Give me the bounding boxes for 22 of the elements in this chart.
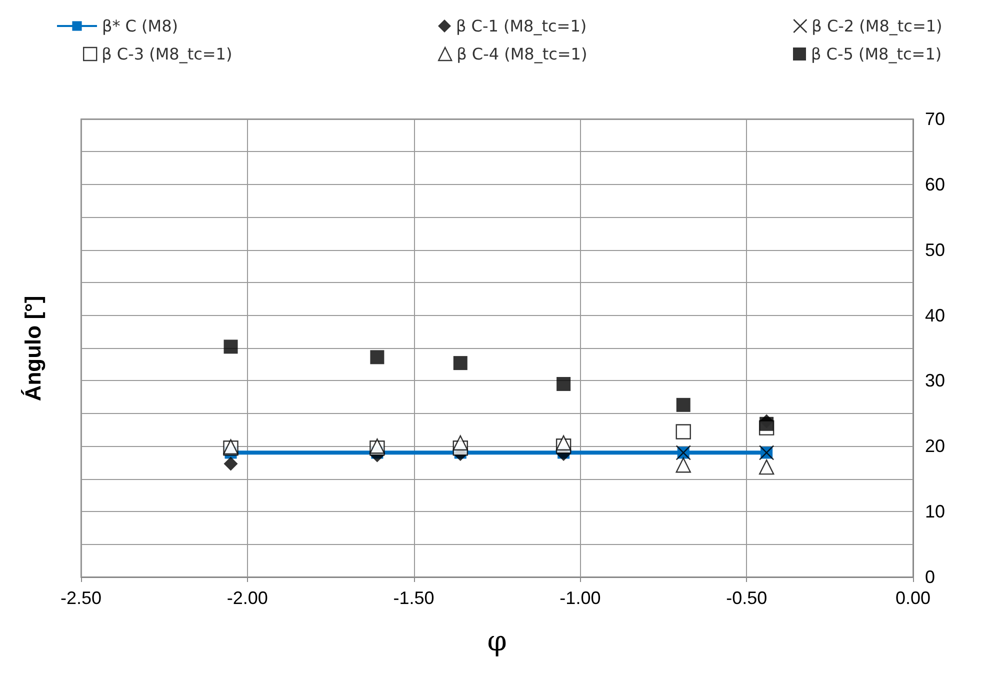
y-tick-label: 0 [925,567,936,587]
legend-label: β C-3 (M8_tc=1) [102,44,232,64]
y-tick-label: 60 [925,174,946,194]
y-tick-label: 30 [925,370,946,391]
x-tick-label: -1.50 [393,588,434,608]
x-tick-label: -0.50 [726,588,768,608]
y-tick-label: 20 [925,436,946,456]
y-axis-title: Ángulo [°] [20,296,46,402]
legend-label: β C-5 (M8_tc=1) [811,44,942,64]
legend-label: β* C (M8) [102,16,178,36]
x-axis-title: φ [487,624,507,658]
x-tick-label: -1.00 [560,588,601,608]
legend-label: β C-1 (M8_tc=1) [456,16,587,36]
y-tick-label: 10 [925,502,946,522]
x-tick-label: -2.50 [60,588,102,608]
x-tick-label: -2.00 [226,588,268,608]
y-tick-label: 50 [925,240,946,260]
y-tick-label: 70 [925,109,946,129]
x-tick-label: 0.00 [895,588,931,608]
legend-label: β C-2 (M8_tc=1) [812,16,942,36]
y-tick-label: 40 [925,305,946,326]
legend-label: β C-4 (M8_tc=1) [456,44,588,64]
